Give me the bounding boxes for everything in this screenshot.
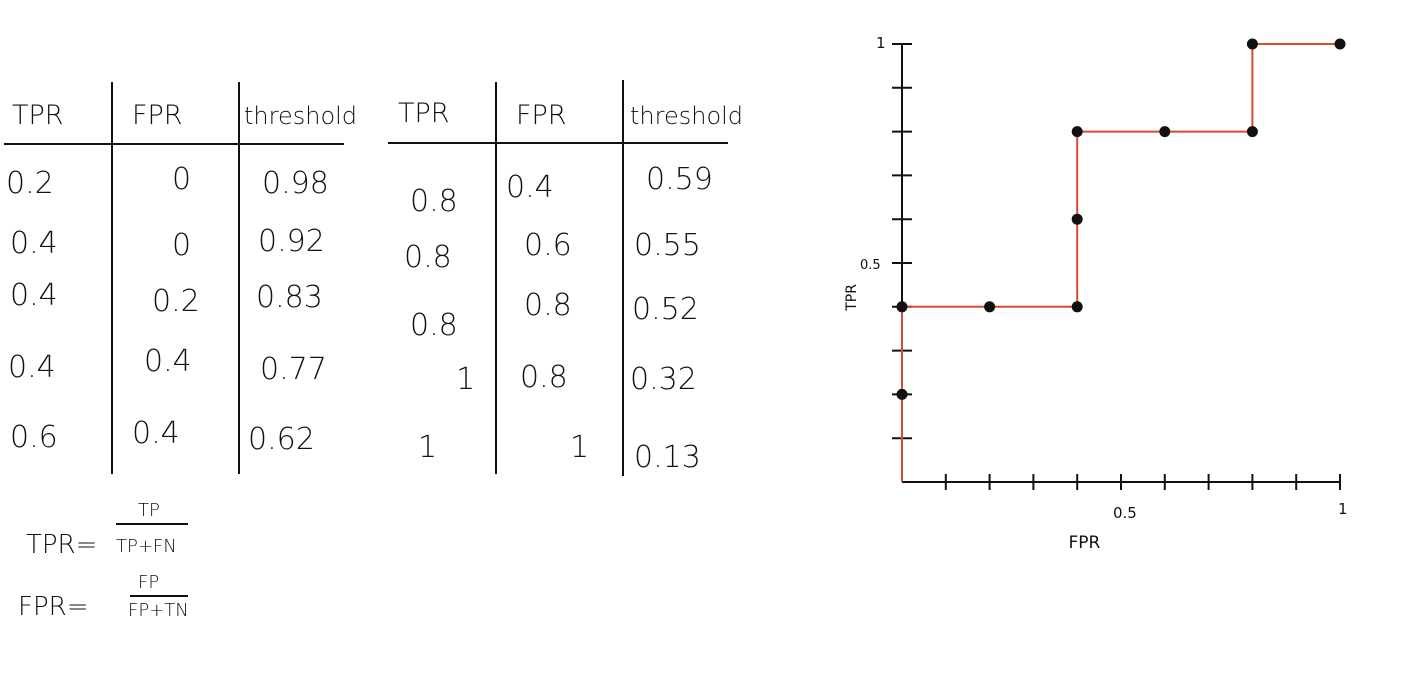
roc-curve-chart: 0.5 1 0.5 1 FPR TPR (844, 34, 1348, 553)
roc-line (901, 43, 1340, 482)
roc-point (1071, 301, 1083, 313)
table2-cell: 0.4 (506, 170, 554, 205)
table2-header-tpr: TPR (398, 98, 450, 129)
roc-point (1159, 126, 1171, 138)
table2-divider-2 (622, 80, 624, 476)
table2-header-fpr: FPR (516, 100, 567, 131)
roc-point (1246, 38, 1258, 50)
tpr-formula-denominator: TP+FN (116, 536, 177, 557)
table2-cell: 0.6 (524, 228, 572, 263)
table2-cell: 1 (456, 362, 476, 397)
table2-cell: 1 (418, 430, 438, 465)
tpr-formula-lhs: TPR= (26, 530, 98, 560)
table2-cell: 0.8 (404, 240, 452, 275)
x-tick-label: 1 (1338, 500, 1348, 518)
table2-cell: 0.8 (520, 360, 568, 395)
table2-divider-1 (495, 82, 497, 474)
table1-cell: 0.4 (10, 226, 58, 261)
table2-cell: 0.32 (630, 362, 697, 397)
tpr-formula-fraction-bar (116, 523, 188, 525)
table2-header-rule (388, 142, 728, 144)
table1-cell: 0.4 (10, 278, 58, 313)
roc-table-1: TPR FPR threshold 0.2 0 0.98 0.4 0 0.92 … (0, 80, 357, 480)
roc-points (896, 38, 1346, 400)
table1-cell: 0.4 (132, 416, 180, 451)
y-axis-label: TPR (844, 284, 860, 312)
table2-cell: 0.8 (410, 308, 458, 343)
table1-cell: 0.62 (248, 422, 315, 457)
roc-point (1246, 126, 1258, 138)
table1-cell: 0.6 (10, 420, 58, 455)
fpr-formula-fraction-bar (130, 595, 188, 597)
table1-header-fpr: FPR (132, 100, 183, 131)
table1-cell: 0.92 (258, 224, 325, 259)
roc-point (1334, 38, 1346, 50)
table1-cell: 0 (172, 162, 192, 197)
roc-step-curve (901, 43, 1340, 482)
table2-cell: 0.13 (634, 440, 701, 475)
table1-cell: 0.4 (8, 350, 56, 385)
table1-cell: 0.98 (262, 166, 329, 201)
table2-header-threshold: threshold (630, 102, 744, 130)
table1-cell: 0.77 (260, 352, 327, 387)
table1-cell: 0.2 (6, 166, 54, 201)
y-tick-label: 1 (876, 34, 886, 52)
fpr-formula-numerator: FP (138, 572, 160, 593)
table1-header-rule (4, 143, 344, 145)
table1-cell: 0.2 (152, 284, 200, 319)
roc-point (1071, 213, 1083, 225)
roc-table-2: TPR FPR threshold 0.8 0.4 0.59 0.8 0.6 0… (388, 80, 743, 480)
x-tick-label: 0.5 (1113, 504, 1137, 522)
roc-point (984, 301, 996, 313)
roc-point (896, 301, 908, 313)
roc-point (896, 388, 908, 400)
table1-cell: 0 (172, 228, 192, 263)
roc-point (1071, 126, 1083, 138)
chart-axes (901, 44, 1340, 483)
table2-cell: 1 (570, 430, 590, 465)
table2-cell: 0.8 (410, 184, 458, 219)
x-axis-label: FPR (1068, 533, 1100, 553)
fpr-formula-lhs: FPR= (18, 592, 89, 622)
table1-cell: 0.83 (256, 280, 323, 315)
table2-cell: 0.52 (632, 292, 699, 327)
table2-cell: 0.59 (646, 162, 713, 197)
table1-divider-1 (111, 82, 113, 474)
y-tick-label: 0.5 (860, 258, 881, 273)
fpr-formula: FPR= FP FP+TN (18, 572, 218, 638)
fpr-formula-denominator: FP+TN (128, 600, 189, 621)
table1-divider-2 (238, 82, 240, 474)
table1-header-threshold: threshold (244, 102, 358, 130)
table2-cell: 0.8 (524, 288, 572, 323)
table2-cell: 0.55 (634, 228, 701, 263)
table1-cell: 0.4 (144, 344, 192, 379)
tpr-formula: TPR= TP TP+FN (26, 498, 226, 568)
chart-labels: 0.5 1 0.5 1 FPR TPR (844, 34, 1348, 553)
tpr-formula-numerator: TP (138, 500, 160, 521)
chart-ticks (892, 43, 1341, 490)
table1-header-tpr: TPR (12, 100, 64, 131)
